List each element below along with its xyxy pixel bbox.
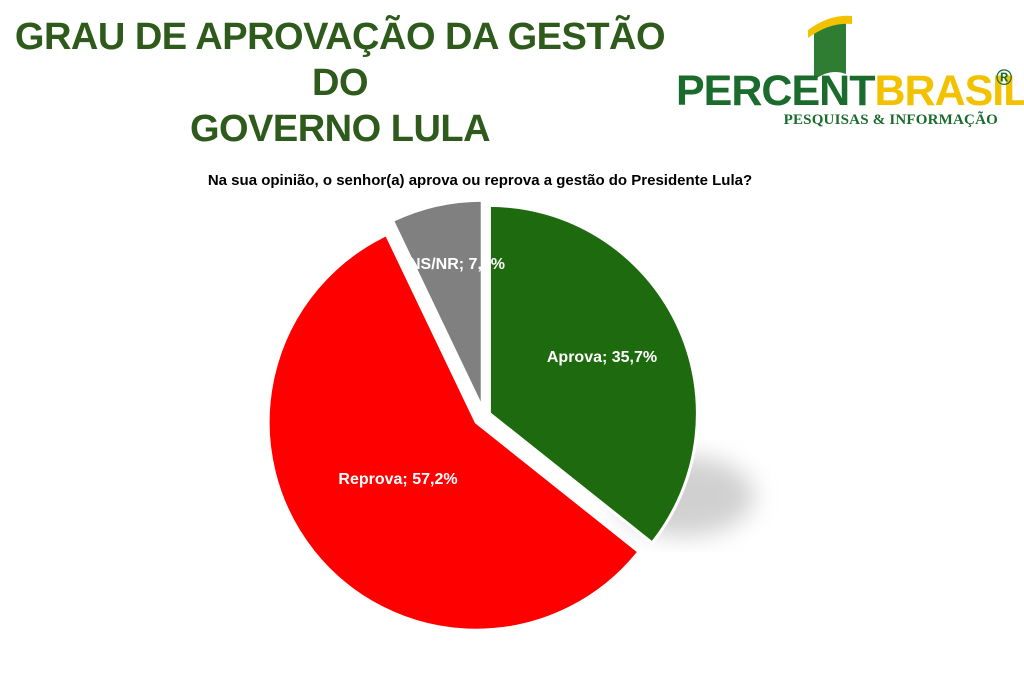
logo-word-brasil: BRASIL — [874, 67, 1024, 115]
pie-slice-aprova — [487, 203, 699, 546]
percentbrasil-logo: PERCENTBRASIL ® PESQUISAS & INFORMAÇÃO — [676, 10, 1024, 135]
data-label-ns-nr: NS/NR; 7,1% — [409, 256, 505, 273]
page-title-line-2: GOVERNO LULA — [189, 108, 491, 150]
pie-slice-ns-nr — [390, 198, 484, 409]
registered-mark: ® — [996, 65, 1013, 90]
logo-subtitle: PESQUISAS & INFORMAÇÃO — [783, 112, 998, 128]
flag-icon — [808, 15, 852, 80]
pie-slice-reprova — [266, 232, 642, 632]
chart-title: Na sua opinião, o senhor(a) aprova ou re… — [207, 172, 753, 189]
logo-word-percent: PERCENT — [676, 67, 875, 115]
data-label-aprova: Aprova; 35,7% — [547, 349, 657, 366]
page-title-line-1: GRAU DE APROVAÇÃO DA GESTÃO DO — [14, 16, 666, 104]
data-label-reprova: Reprova; 57,2% — [338, 471, 457, 488]
logo-wordmark: PERCENTBRASIL — [676, 68, 1024, 114]
page-title: GRAU DE APROVAÇÃO DA GESTÃO DO GOVERNO L… — [0, 14, 680, 152]
